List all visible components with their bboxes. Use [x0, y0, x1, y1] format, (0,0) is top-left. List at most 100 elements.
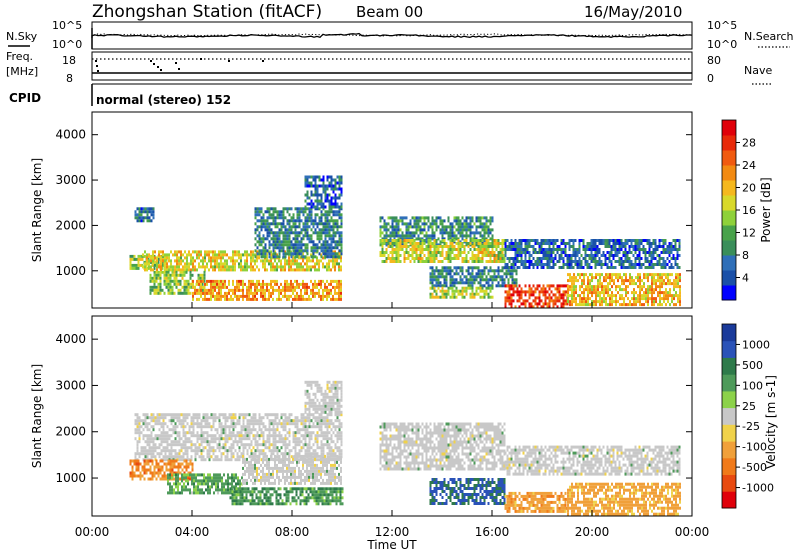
cell-0-8	[403, 245, 406, 248]
cell-0-5	[322, 213, 325, 217]
cell-0-12	[594, 242, 597, 245]
cell-0-6	[320, 178, 323, 182]
cell-1-0	[232, 443, 235, 447]
cell-0-5	[328, 222, 331, 226]
cell-0-12	[552, 266, 555, 269]
cell-0-4	[338, 288, 340, 292]
cell-0-6	[316, 184, 319, 188]
cell-0-7	[389, 234, 392, 238]
cell-0-13	[587, 294, 589, 298]
cell-0-12	[672, 266, 675, 269]
cell-0-9	[507, 281, 510, 285]
cell-0-12	[604, 260, 607, 263]
cell-0-4	[286, 285, 288, 289]
cell-1-0	[142, 452, 145, 456]
cell-0-12	[634, 245, 637, 248]
cell-0-2	[194, 250, 196, 254]
cell-1-0	[254, 419, 257, 423]
cell-0-5	[298, 222, 301, 226]
cell-0-13	[603, 279, 605, 283]
cell-0-13	[591, 279, 593, 283]
cell-1-0	[204, 437, 207, 441]
cell-1-0	[198, 413, 201, 417]
cell-1-0	[200, 428, 203, 432]
cell-0-8	[449, 248, 452, 251]
cell-1-0	[178, 416, 181, 420]
cell-0-3	[179, 273, 182, 277]
cell-0-12	[570, 257, 573, 260]
cell-0-4	[242, 297, 244, 301]
cell-0-12	[626, 239, 629, 242]
cell-0-2	[148, 253, 150, 257]
cell-0-12	[624, 266, 627, 269]
cell-1-0	[256, 458, 259, 462]
cell-1-0	[162, 413, 165, 417]
cell-1-0	[240, 425, 243, 429]
cell-0-13	[617, 273, 619, 277]
cell-0-12	[564, 242, 567, 245]
cell-0-6	[304, 181, 307, 185]
cell-0-4	[284, 291, 286, 295]
cell-0-8	[495, 254, 498, 257]
cell-0-3	[189, 276, 192, 280]
cell-0-12	[550, 239, 553, 242]
cell-0-3	[149, 276, 152, 280]
cell-0-5	[266, 207, 269, 211]
cell-0-5	[336, 210, 339, 214]
cell-0-9	[453, 278, 456, 282]
cell-0-4	[198, 297, 200, 301]
cell-0-12	[588, 263, 591, 266]
cell-0-7	[437, 243, 440, 247]
cell-0-8	[415, 257, 418, 260]
cell-1-0	[238, 446, 241, 450]
cell-1-0	[168, 452, 171, 456]
cell-0-8	[491, 248, 494, 251]
cell-0-2	[222, 256, 224, 260]
cell-0-4	[338, 297, 340, 301]
cell-0-7	[399, 219, 402, 223]
cell-0-2	[180, 256, 182, 260]
cell-1-0	[238, 437, 241, 441]
cell-0-5	[328, 243, 331, 247]
cell-0-12	[542, 266, 545, 269]
cell-0-12	[676, 251, 679, 254]
cell-0-4	[228, 297, 230, 301]
cell-0-13	[665, 294, 667, 298]
cell-0-1	[153, 260, 156, 264]
cell-0-12	[562, 239, 565, 242]
cell-0-9	[469, 284, 472, 288]
cell-0-6	[306, 184, 309, 188]
cell-0-5	[334, 219, 337, 223]
cell-1-0	[230, 443, 233, 447]
cell-0-9	[473, 281, 476, 285]
cell-0-13	[677, 273, 679, 277]
cell-0-2	[288, 256, 290, 260]
cell-0-5	[300, 237, 303, 241]
cell-0-2	[266, 256, 268, 260]
cell-0-13	[651, 273, 653, 277]
cell-0-2	[176, 250, 178, 254]
cell-0-8	[387, 254, 390, 257]
cell-0-4	[284, 279, 286, 283]
cell-1-0	[222, 428, 225, 432]
cell-0-5	[256, 213, 259, 217]
cell-0-6	[312, 193, 315, 197]
cell-0-11	[532, 299, 535, 303]
cell-0-5	[308, 234, 311, 238]
cell-0-2	[148, 265, 150, 269]
cell-0-5	[288, 237, 291, 241]
cell-0-12	[550, 260, 553, 263]
cell-1-0	[190, 422, 193, 426]
cell-0-7	[471, 237, 474, 241]
cell-0-8	[499, 242, 502, 245]
cell-0-3	[155, 291, 158, 295]
cell-0-4	[212, 279, 214, 283]
cell-0-13	[675, 285, 677, 289]
cell-1-0	[212, 425, 215, 429]
cell-1-0	[136, 425, 139, 429]
cell-1-0	[222, 452, 225, 456]
cell-0-5	[284, 216, 287, 220]
cell-0-5	[268, 246, 271, 250]
cell-0-2	[208, 253, 210, 257]
cell-0-6	[324, 199, 327, 203]
